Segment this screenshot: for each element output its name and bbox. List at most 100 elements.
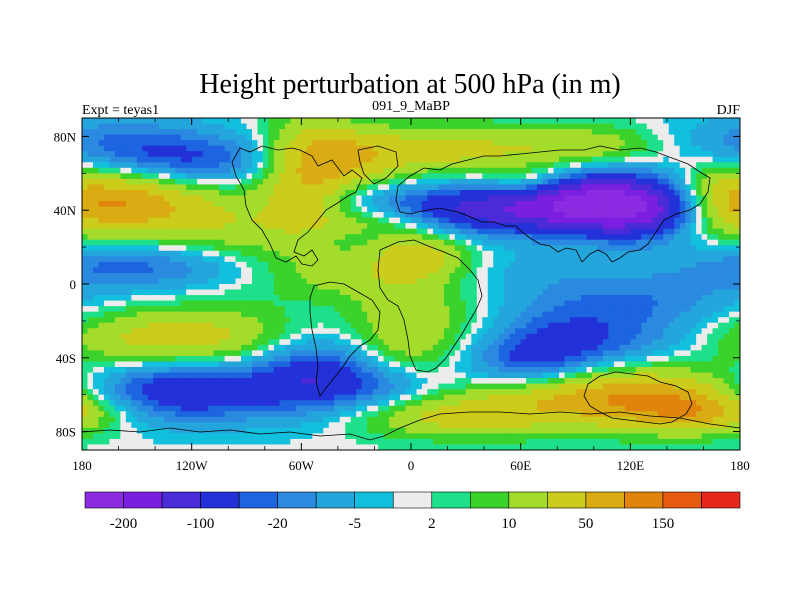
heatmap-cell (580, 250, 588, 257)
heatmap-cell (82, 162, 89, 169)
heatmap-cell (646, 201, 653, 208)
heatmap-cell (696, 256, 703, 263)
heatmap-cell (646, 217, 653, 224)
heatmap-cell (230, 256, 237, 263)
heatmap-cell (114, 278, 121, 285)
heatmap-cell (701, 123, 708, 130)
heatmap-cell (339, 267, 346, 274)
heatmap-cell (92, 156, 100, 163)
heatmap-cell (729, 173, 736, 180)
heatmap-cell (197, 306, 204, 313)
heatmap-cell (630, 311, 637, 318)
heatmap-cell (224, 140, 231, 147)
heatmap-cell (230, 317, 237, 324)
heatmap-cell (235, 184, 242, 191)
heatmap-cell (696, 245, 703, 252)
heatmap-cell (356, 261, 363, 268)
heatmap-cell (378, 267, 385, 274)
heatmap-cell (169, 284, 176, 291)
heatmap-cell (591, 118, 599, 125)
heatmap-cell (164, 250, 171, 257)
heatmap-cell (482, 178, 489, 185)
heatmap-cell (197, 223, 204, 230)
heatmap-cell (504, 184, 511, 191)
heatmap-cell (657, 284, 664, 291)
heatmap-cell (575, 328, 582, 335)
heatmap-cell (657, 129, 664, 136)
heatmap-cell (394, 123, 401, 130)
heatmap-cell (701, 162, 708, 169)
heatmap-cell (674, 250, 681, 257)
heatmap-cell (559, 234, 566, 241)
heatmap-cell (191, 267, 198, 274)
heatmap-cell (273, 317, 280, 324)
heatmap-cell (504, 134, 511, 141)
heatmap-cell (125, 118, 132, 125)
heatmap-cell (339, 339, 346, 346)
heatmap-cell (597, 322, 604, 329)
heatmap-cell (339, 311, 346, 318)
heatmap-cell (114, 300, 121, 307)
heatmap-cell (652, 311, 659, 318)
heatmap-cell (361, 261, 368, 268)
heatmap-cell (372, 145, 379, 152)
heatmap-cell (235, 239, 242, 246)
heatmap-cell (729, 295, 736, 302)
heatmap-cell (460, 162, 467, 169)
heatmap-cell (367, 145, 374, 152)
heatmap-cell (224, 250, 231, 257)
heatmap-cell (389, 250, 396, 257)
heatmap-cell (383, 339, 390, 346)
heatmap-cell (372, 129, 379, 136)
heatmap-cell (109, 295, 116, 302)
heatmap-cell (416, 173, 423, 180)
heatmap-cell (186, 173, 193, 180)
heatmap-cell (465, 317, 472, 324)
heatmap-cell (575, 129, 582, 136)
heatmap-cell (356, 306, 363, 313)
heatmap-cell (120, 289, 127, 296)
heatmap-cell (328, 134, 335, 141)
heatmap-cell (169, 118, 176, 125)
heatmap-cell (509, 178, 516, 185)
heatmap-cell (208, 217, 215, 224)
heatmap-cell (427, 267, 434, 274)
heatmap-cell (246, 189, 253, 197)
heatmap-cell (476, 134, 483, 141)
heatmap-cell (509, 300, 516, 307)
heatmap-cell (334, 167, 341, 174)
heatmap-cell (663, 178, 670, 185)
heatmap-cell (537, 256, 544, 263)
heatmap-cell (306, 151, 313, 158)
heatmap-cell (301, 189, 308, 197)
heatmap-cell (575, 201, 582, 208)
heatmap-cell (564, 333, 571, 340)
heatmap-cell (125, 289, 132, 296)
heatmap-cell (515, 328, 522, 335)
heatmap-cell (712, 156, 719, 163)
heatmap-cell (696, 322, 703, 329)
heatmap-cell (92, 123, 100, 130)
heatmap-cell (241, 261, 248, 268)
heatmap-cell (454, 284, 461, 291)
heatmap-cell (553, 173, 560, 180)
heatmap-cell (427, 250, 434, 257)
heatmap-cell (312, 201, 319, 208)
heatmap-cell (432, 284, 440, 291)
heatmap-cell (421, 140, 429, 147)
heatmap-cell (701, 156, 708, 163)
heatmap-cell (432, 311, 440, 318)
heatmap-cell (454, 140, 461, 147)
heatmap-cell (82, 328, 89, 335)
heatmap-cell (559, 284, 566, 291)
heatmap-cell (674, 284, 681, 291)
heatmap-cell (531, 140, 538, 147)
heatmap-cell (120, 339, 127, 346)
heatmap-cell (707, 151, 714, 158)
heatmap-cell (701, 295, 708, 302)
heatmap-cell (246, 239, 253, 246)
heatmap-cell (169, 217, 176, 224)
heatmap-cell (487, 167, 494, 174)
heatmap-cell (312, 311, 319, 318)
heatmap-cell (520, 123, 527, 130)
